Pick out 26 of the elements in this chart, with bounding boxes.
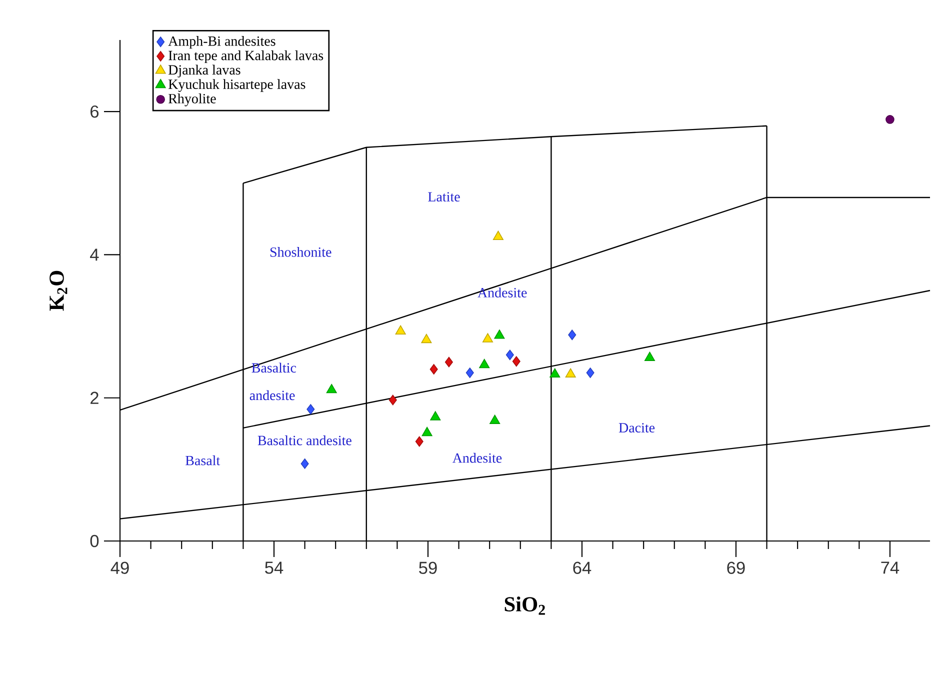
x-tick-label: 54 xyxy=(265,562,284,574)
x-tick-label: 69 xyxy=(727,562,745,574)
annotation: Dacite xyxy=(618,423,655,432)
y-tick-label: 2 xyxy=(90,392,98,404)
y-axis-title: K$_{2}$O xyxy=(50,270,68,311)
x-tick-label: 74 xyxy=(881,562,900,574)
annotation: andesite xyxy=(250,390,295,400)
annotation: Latite xyxy=(428,192,460,202)
x-tick-label: 59 xyxy=(419,562,437,574)
legend-label: Kyuchuk hisartepe lavas xyxy=(168,79,306,92)
x-tick-label: 49 xyxy=(110,562,129,574)
annotation: Basalt xyxy=(186,455,220,466)
legend-label: Djanka lavas xyxy=(168,64,240,78)
annotation: Shoshonite xyxy=(270,247,332,257)
x-axis-title: SiO$_{2}$ xyxy=(504,596,545,615)
legend-label: Iran tepe and Kalabak lavas xyxy=(168,50,324,64)
x-tick-label: 64 xyxy=(573,562,592,574)
legend-label: Rhyolite xyxy=(168,94,216,106)
annotation: Basaltic xyxy=(252,362,296,373)
legend-label: Amph-Bi andesites xyxy=(168,36,276,49)
annotation: Andesite xyxy=(452,452,502,463)
annotation: Basaltic andesite xyxy=(258,435,352,446)
annotation: Andesite xyxy=(478,288,527,298)
y-tick-label: 0 xyxy=(90,534,99,548)
y-tick-label: 4 xyxy=(90,248,99,261)
y-tick-label: 6 xyxy=(90,105,99,118)
